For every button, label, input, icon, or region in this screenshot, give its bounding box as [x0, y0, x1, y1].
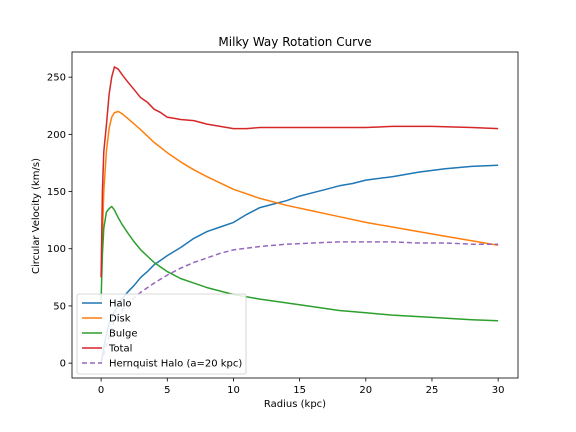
series-line-4: [100, 66, 499, 278]
x-axis-label: Radius (kpc): [264, 399, 326, 410]
y-tick-label: 150: [47, 187, 66, 198]
x-tick-label: 15: [293, 385, 306, 396]
x-tick-label: 25: [426, 385, 439, 396]
plot-lines: [100, 66, 499, 364]
y-axis: 0 50 100 150 200 250: [47, 73, 72, 370]
y-tick-label: 100: [47, 244, 66, 255]
chart-title: Milky Way Rotation Curve: [218, 35, 371, 49]
legend-label-2: Disk: [109, 314, 131, 325]
y-axis-label: Circular Velocity (km/s): [31, 158, 42, 274]
y-tick-label: 0: [60, 359, 66, 370]
legend-box: [76, 293, 247, 375]
series-line-1: [100, 164, 499, 364]
legend: Halo Disk Bulge Total Hernquist Halo (a=20 k…: [76, 293, 247, 375]
series-line-5: [100, 241, 499, 364]
y-tick-label: 250: [47, 73, 66, 84]
legend-label-4: Total: [108, 344, 132, 355]
x-axis: 0 5 10 15 20 25 30: [98, 378, 505, 396]
y-tick-label: 50: [53, 301, 66, 312]
y-tick-label: 200: [47, 130, 66, 141]
legend-label-3: Bulge: [109, 329, 137, 340]
legend-label-5: Hernquist Halo (a=20 kpc): [109, 359, 242, 370]
x-tick-label: 0: [98, 385, 104, 396]
x-tick-label: 30: [492, 385, 505, 396]
x-tick-label: 5: [164, 385, 170, 396]
x-tick-label: 10: [227, 385, 240, 396]
series-line-2: [100, 110, 499, 278]
plot-frame: [71, 51, 519, 379]
x-tick-label: 20: [359, 385, 372, 396]
legend-label-1: Halo: [109, 299, 132, 310]
series-line-3: [100, 205, 499, 322]
